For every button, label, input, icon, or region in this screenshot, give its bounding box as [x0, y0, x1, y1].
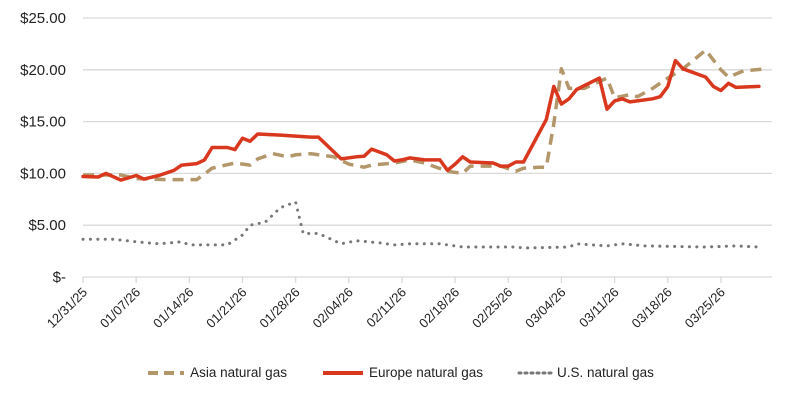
legend-label: Asia natural gas: [190, 365, 287, 380]
gridlines: [83, 17, 772, 278]
y-tick-label: $15.00: [20, 114, 66, 131]
legend-label: Europe natural gas: [368, 365, 484, 380]
x-tick-label: 02/25/26: [469, 285, 515, 331]
x-tick-label: 02/11/26: [363, 285, 409, 331]
x-tick-label: 01/21/26: [203, 285, 249, 331]
x-tick-label: 03/04/26: [522, 285, 568, 331]
y-axis: $25.00 $20.00 $15.00 $10.00 $5.00 $-: [20, 10, 66, 286]
series-line-europe-natural-gas: [81, 58, 761, 182]
legend-item-us[interactable]: U.S. natural gas: [517, 365, 654, 380]
dotted-line-swatch-icon: [517, 371, 553, 374]
x-tick-label: 01/14/26: [150, 285, 196, 331]
dashed-line-swatch-icon: [148, 370, 185, 375]
legend-item-europe[interactable]: Europe natural gas: [321, 365, 483, 380]
series-line-u-s-natural-gas: [81, 200, 761, 250]
series-lines: [81, 48, 767, 250]
y-tick-label: $5.00: [28, 217, 66, 234]
x-tick-label: 02/04/26: [310, 285, 356, 331]
x-tick-label: 03/25/26: [682, 285, 728, 331]
series-line-asia-natural-gas: [83, 48, 767, 182]
x-tick-label: 01/28/26: [256, 285, 302, 331]
y-tick-label: $-: [53, 269, 66, 286]
x-tick-label: 03/18/26: [628, 285, 674, 331]
x-tick-label: 12/31/25: [44, 285, 90, 331]
legend-label: U.S. natural gas: [557, 365, 654, 380]
solid-line-swatch-icon: [322, 370, 363, 375]
x-tick-label: 02/18/26: [416, 285, 462, 331]
x-tick-label: 01/07/26: [97, 285, 143, 331]
x-tick-label: 03/11/26: [576, 285, 622, 331]
x-axis: 12/31/25 01/07/26 01/14/26 01/21/26 01/28/26…: [44, 277, 728, 331]
y-tick-label: $25.00: [20, 10, 66, 27]
y-tick-label: $20.00: [20, 62, 66, 79]
y-tick-label: $10.00: [20, 165, 66, 182]
legend-item-asia[interactable]: Asia natural gas: [146, 365, 287, 380]
legend: Asia natural gas Europe natural gas U.S.…: [0, 365, 800, 380]
